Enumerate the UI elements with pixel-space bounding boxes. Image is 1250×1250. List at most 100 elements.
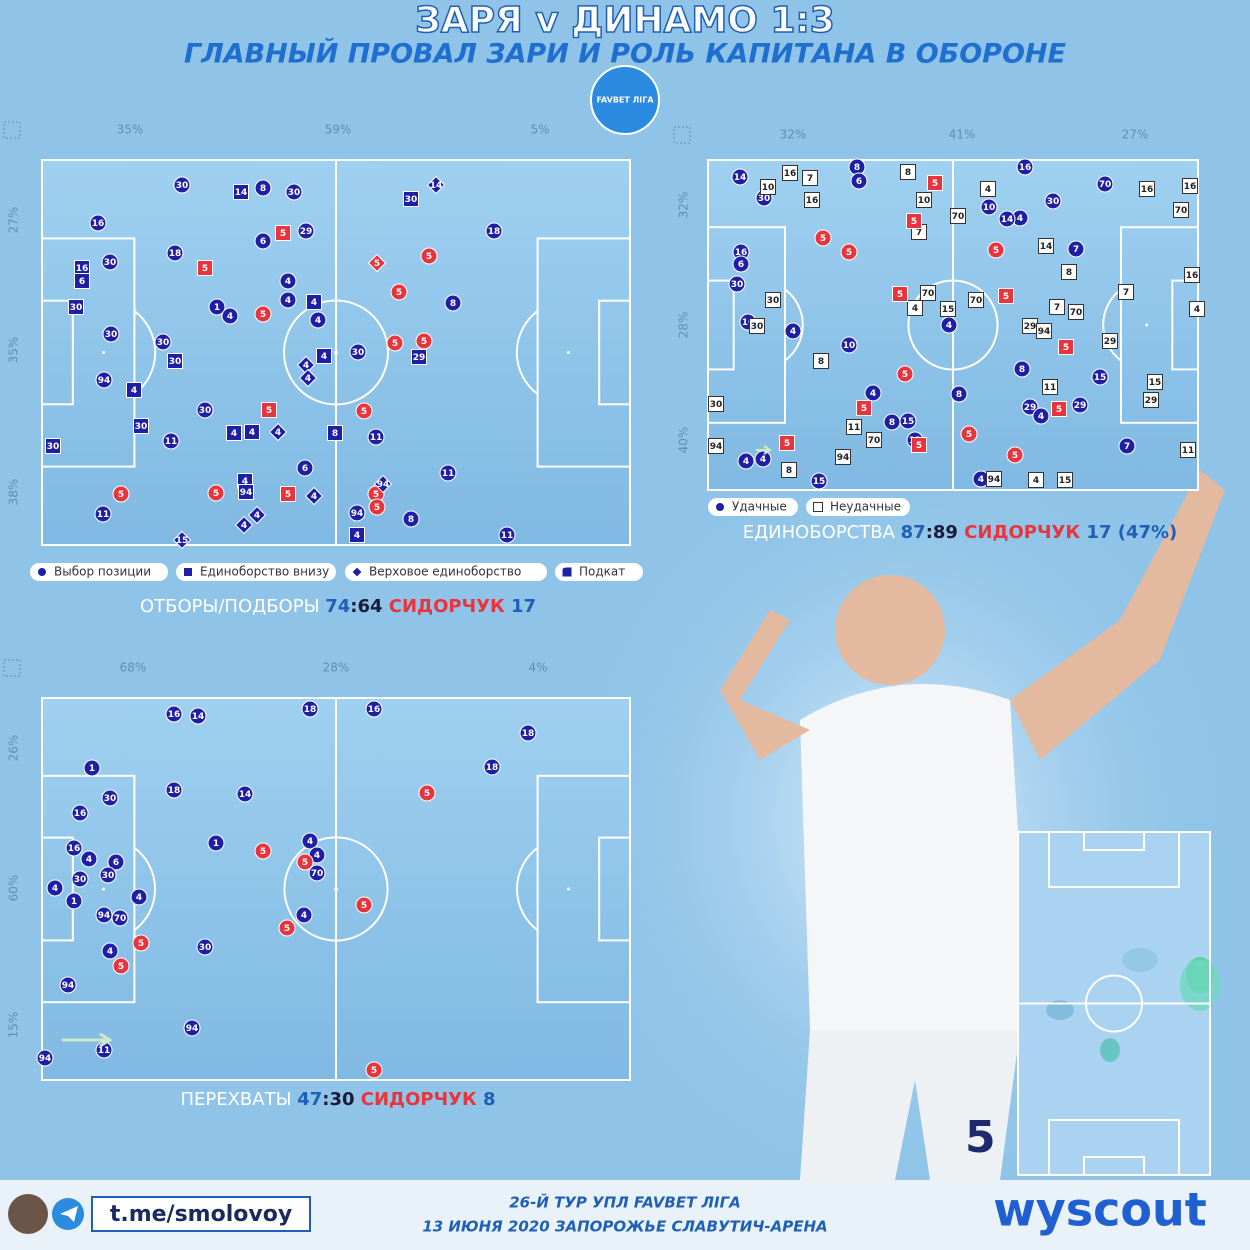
marker-shape xyxy=(402,510,420,528)
zone-label: 28% xyxy=(323,661,350,675)
marker-shape xyxy=(1036,323,1052,339)
zone-label: 26% xyxy=(7,735,21,762)
title: ЗАРЯ v ДИНАМО 1:3 xyxy=(415,0,835,41)
marker-label: 30 xyxy=(104,258,117,268)
marker-shape xyxy=(101,253,119,271)
marker-label: 5 xyxy=(1063,343,1069,353)
marker-shape xyxy=(298,368,318,388)
marker-label: 30 xyxy=(104,794,117,804)
telegram-link[interactable]: t.me/smolovoy xyxy=(110,1202,292,1227)
marker-label: 30 xyxy=(135,422,148,432)
marker-shape xyxy=(268,422,288,442)
marker-label: 5 xyxy=(396,288,402,298)
marker-label: 5 xyxy=(266,406,272,416)
marker-shape xyxy=(1049,299,1065,315)
pitch-line xyxy=(1083,1156,1145,1176)
marker-shape xyxy=(368,498,386,516)
caption-part: ОТБОРЫ/ПОДБОРЫ xyxy=(140,596,325,617)
marker-shape xyxy=(89,214,107,232)
marker-label: 70 xyxy=(311,869,324,879)
pitch-line xyxy=(1102,288,1122,362)
marker-shape xyxy=(59,976,77,994)
caption-part: :64 xyxy=(350,596,382,617)
pitch-panel: 32% 41% 27%32%28%40%1430861670166301641078… xyxy=(673,126,1205,543)
brand-logo: wyscout xyxy=(993,1183,1206,1237)
marker-label: 8 xyxy=(1066,268,1072,278)
pitch-line xyxy=(707,279,735,371)
player-figure: 5 xyxy=(720,470,1225,1180)
zone-label: 35% xyxy=(7,337,21,364)
marker-shape xyxy=(728,275,746,293)
league-logo-text: FAVBET ЛІГА xyxy=(596,96,654,105)
marker-label: 16 xyxy=(735,248,748,258)
marker-label: 4 xyxy=(354,531,360,541)
marker-shape xyxy=(102,325,120,343)
marker-shape xyxy=(1173,202,1189,218)
marker-label: 5 xyxy=(374,259,380,269)
marker-label: 70 xyxy=(1175,206,1188,216)
marker-label: 11 xyxy=(442,469,455,479)
marker-label: 30 xyxy=(74,875,87,885)
marker-label: 94 xyxy=(837,453,850,463)
marker-shape xyxy=(111,909,129,927)
zone-label: 28% xyxy=(677,312,691,339)
link-box[interactable] xyxy=(91,1196,311,1232)
marker-label: 5 xyxy=(284,924,290,934)
marker-label: 5 xyxy=(285,490,291,500)
caption-part: СИДОРЧУК xyxy=(958,522,1086,543)
marker-label: 4 xyxy=(301,911,307,921)
marker-label: 94 xyxy=(186,1024,199,1034)
marker-label: 16 xyxy=(168,710,181,720)
marker-shape xyxy=(403,191,419,207)
marker-shape xyxy=(278,919,296,937)
zone-label: 15% xyxy=(7,1012,21,1039)
marker-label: 6 xyxy=(856,177,862,187)
marker-label: 4 xyxy=(86,855,92,865)
marker-shape xyxy=(498,526,516,544)
marker-shape xyxy=(1071,396,1089,414)
marker-shape xyxy=(165,705,183,723)
marker-label: 30 xyxy=(288,188,301,198)
marker-shape xyxy=(708,438,724,454)
marker-label: 14 xyxy=(430,181,443,191)
marker-label: 5 xyxy=(371,1066,377,1076)
marker-shape xyxy=(998,288,1014,304)
marker-label: 16 xyxy=(806,196,819,206)
marker-label: 8 xyxy=(854,163,860,173)
marker-label: 29 xyxy=(1104,337,1117,347)
legend-label: Верховое единоборство xyxy=(369,565,521,579)
pitch-line xyxy=(283,836,389,942)
marker-label: 30 xyxy=(710,400,723,410)
legend-label: Единоборство внизу xyxy=(200,565,329,579)
marker-label: 8 xyxy=(1019,365,1025,375)
marker-shape xyxy=(840,336,858,354)
marker-label: 5 xyxy=(932,179,938,189)
marker-label: 4 xyxy=(311,298,317,308)
marker-shape xyxy=(1139,181,1155,197)
marker-shape xyxy=(183,1019,201,1037)
league-logo xyxy=(590,65,660,135)
caption: ЕДИНОБОРСТВА 87:89 СИДОРЧУК 17 (47%) xyxy=(743,522,1178,543)
marker-label: 16 xyxy=(1184,182,1197,192)
caption-part: :30 xyxy=(322,1089,354,1110)
marker-shape xyxy=(107,853,125,871)
marker-label: 94 xyxy=(98,911,111,921)
shirt-number: 5 xyxy=(965,1112,996,1163)
marker-label: 4 xyxy=(136,893,142,903)
marker-label: 5 xyxy=(426,252,432,262)
heat-blob xyxy=(1046,1000,1074,1020)
marker-shape xyxy=(95,906,113,924)
caption-part: 8 xyxy=(483,1089,496,1110)
marker-label: 5 xyxy=(361,901,367,911)
marker-label: 4 xyxy=(52,884,58,894)
marker-label: 4 xyxy=(303,361,309,371)
marker-label: 70 xyxy=(114,914,127,924)
marker-shape xyxy=(900,164,916,180)
zone-label: 68% xyxy=(120,661,147,675)
marker-label: 10 xyxy=(762,183,775,193)
marker-label: 94 xyxy=(351,509,364,519)
marker-shape xyxy=(804,192,820,208)
marker-label: 6 xyxy=(113,858,119,868)
marker-label: 16 xyxy=(784,169,797,179)
